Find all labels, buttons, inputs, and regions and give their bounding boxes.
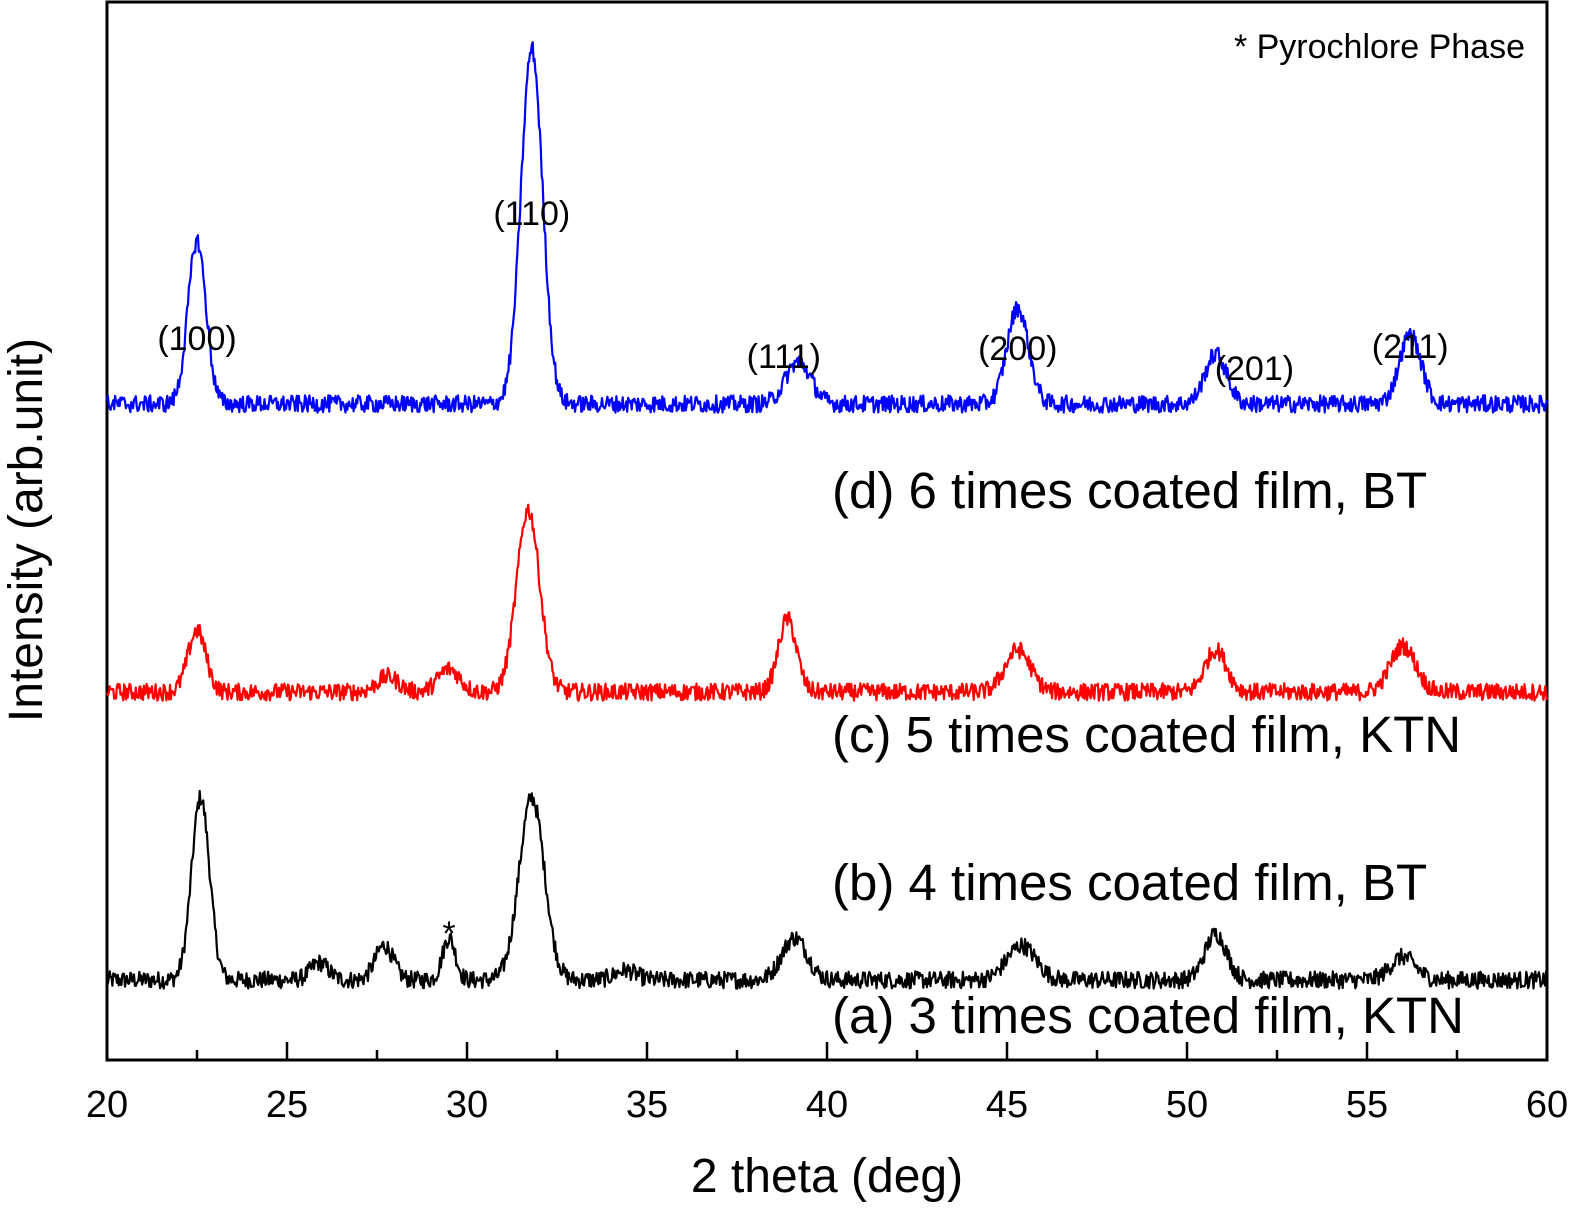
peak-label: (110) — [493, 195, 570, 233]
x-tick-label: 45 — [986, 1084, 1028, 1126]
x-tick-label: 20 — [86, 1084, 128, 1126]
x-tick-label: 40 — [806, 1084, 848, 1126]
x-tick-label: 60 — [1526, 1084, 1568, 1126]
series-lines — [105, 41, 1549, 990]
x-axis-tick-labels: 20 25 30 35 40 45 50 55 60 — [86, 1084, 1568, 1126]
series-label-c: (c) 5 times coated film, KTN — [832, 706, 1461, 763]
series-label-a: (a) 3 times coated film, KTN — [832, 987, 1464, 1044]
series-labels: (a) 3 times coated film, KTN (b) 4 times … — [832, 462, 1464, 1044]
x-tick-label: 50 — [1166, 1084, 1208, 1126]
series-line-a — [105, 789, 1549, 990]
peak-label: (200) — [978, 330, 1057, 368]
peak-label: (201) — [1215, 350, 1294, 388]
peak-label: (100) — [157, 320, 236, 358]
peak-labels: (100) (110) (111) (200) (201) (211) — [157, 195, 1448, 388]
series-label-b: (b) 4 times coated film, BT — [832, 854, 1427, 911]
peak-label: (111) — [747, 338, 821, 376]
pyrochlore-marker: * — [442, 915, 455, 953]
series-line-b — [105, 503, 1549, 702]
pyrochlore-note: * Pyrochlore Phase — [1234, 28, 1525, 66]
x-tick-label: 25 — [266, 1084, 308, 1126]
x-axis-title: 2 theta (deg) — [691, 1150, 963, 1203]
x-axis-ticks — [105, 1042, 1549, 1060]
y-axis-title: Intensity (arb.unit) — [0, 338, 53, 722]
series-label-d: (d) 6 times coated film, BT — [832, 462, 1427, 519]
series-line-c — [105, 41, 1549, 414]
x-tick-label: 35 — [626, 1084, 668, 1126]
x-tick-label: 55 — [1346, 1084, 1388, 1126]
peak-label: (211) — [1372, 328, 1449, 366]
x-tick-label: 30 — [446, 1084, 488, 1126]
